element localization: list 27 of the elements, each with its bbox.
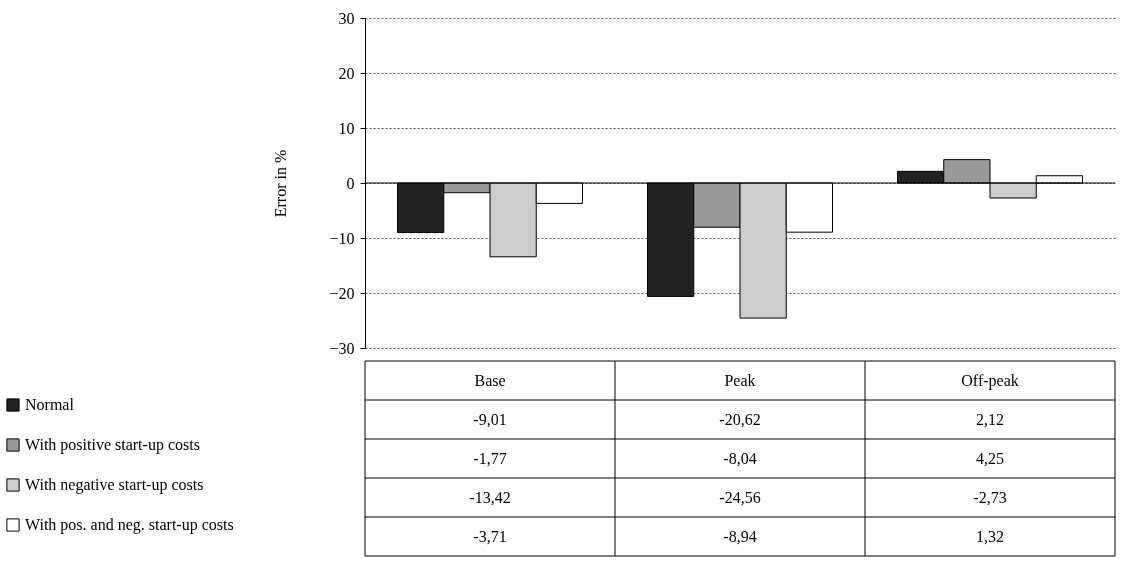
legend-label: With negative start-up costs bbox=[25, 476, 204, 494]
data-label: 4,25 bbox=[976, 449, 1004, 467]
y-tick-label: 30 bbox=[338, 9, 355, 27]
y-tick-label: 0 bbox=[346, 174, 355, 192]
data-label: -8,04 bbox=[723, 449, 757, 467]
y-axis-title: Error in % bbox=[272, 149, 290, 218]
data-label: 2,12 bbox=[976, 410, 1004, 428]
y-tick-label: 10 bbox=[338, 119, 355, 137]
data-label: -24,56 bbox=[719, 488, 761, 506]
data-label: -3,71 bbox=[473, 527, 507, 545]
data-label: -1,77 bbox=[473, 449, 507, 467]
legend-label: With positive start-up costs bbox=[25, 436, 200, 454]
x-tick-label: Off-peak bbox=[961, 371, 1019, 390]
x-tick-label: Base bbox=[474, 371, 506, 389]
y-tick-label: −10 bbox=[329, 229, 355, 247]
y-tick-label: 20 bbox=[338, 64, 355, 82]
data-label: -8,94 bbox=[723, 527, 757, 545]
data-label: -13,42 bbox=[469, 488, 511, 506]
legend-label: With pos. and neg. start-up costs bbox=[25, 516, 234, 534]
data-label: -20,62 bbox=[719, 410, 761, 428]
data-label: 1,32 bbox=[976, 527, 1004, 545]
x-tick-label: Peak bbox=[724, 371, 756, 389]
data-label: -9,01 bbox=[473, 410, 507, 428]
y-tick-label: −30 bbox=[329, 339, 355, 357]
data-label: -2,73 bbox=[973, 488, 1007, 506]
y-tick-label: −20 bbox=[329, 284, 355, 302]
legend-label: Normal bbox=[25, 396, 75, 413]
